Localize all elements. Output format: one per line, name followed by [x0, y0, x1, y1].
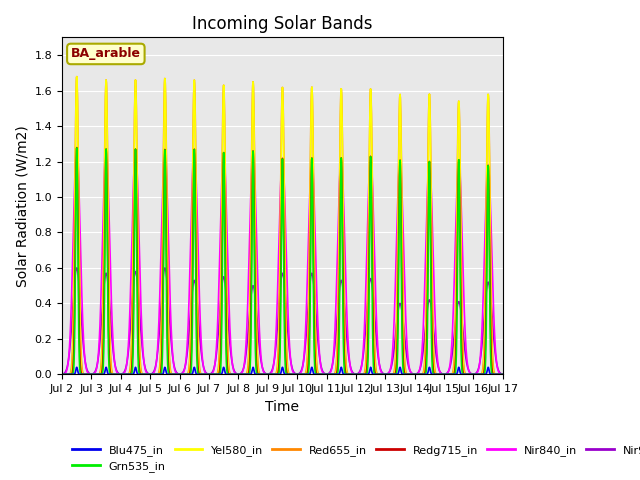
- Grn535_in: [81, 372, 88, 377]
- Red655_in: [273, 369, 280, 374]
- Yel580_in: [73, 74, 81, 80]
- Redg715_in: [486, 288, 494, 293]
- Line: Grn535_in: Grn535_in: [62, 148, 503, 374]
- Nir840_in: [73, 144, 81, 150]
- Nir840_in: [261, 371, 269, 376]
- Line: Yel580_in: Yel580_in: [62, 77, 503, 374]
- Redg715_in: [486, 304, 494, 310]
- Red655_in: [73, 74, 81, 80]
- Grn535_in: [58, 372, 66, 377]
- Nir945_in: [58, 372, 66, 377]
- Nir945_in: [486, 288, 494, 294]
- Y-axis label: Solar Radiation (W/m2): Solar Radiation (W/m2): [15, 125, 29, 287]
- Nir945_in: [406, 366, 413, 372]
- Nir840_in: [486, 197, 494, 203]
- Nir945_in: [261, 370, 269, 376]
- Red655_in: [486, 220, 494, 226]
- Blu475_in: [499, 372, 507, 377]
- Line: Red655_in: Red655_in: [62, 77, 503, 374]
- Nir945_in: [486, 291, 494, 297]
- Grn535_in: [499, 372, 507, 377]
- Redg715_in: [499, 372, 507, 377]
- Line: Blu475_in: Blu475_in: [62, 367, 503, 374]
- Red655_in: [58, 372, 66, 377]
- Redg715_in: [406, 372, 413, 377]
- Blu475_in: [81, 372, 88, 377]
- Title: Incoming Solar Bands: Incoming Solar Bands: [192, 15, 372, 33]
- Line: Nir840_in: Nir840_in: [62, 147, 503, 374]
- Grn535_in: [261, 372, 269, 377]
- Line: Redg715_in: Redg715_in: [62, 148, 503, 374]
- Blu475_in: [337, 364, 345, 370]
- Blu475_in: [406, 372, 413, 377]
- Redg715_in: [273, 372, 280, 377]
- Yel580_in: [486, 242, 494, 248]
- Redg715_in: [81, 372, 88, 377]
- Redg715_in: [261, 372, 269, 377]
- Red655_in: [261, 372, 269, 377]
- Blu475_in: [486, 371, 494, 377]
- Red655_in: [499, 372, 507, 377]
- Nir840_in: [406, 365, 413, 371]
- Yel580_in: [486, 221, 494, 227]
- Text: BA_arable: BA_arable: [71, 48, 141, 60]
- Nir945_in: [499, 372, 507, 377]
- Grn535_in: [486, 323, 494, 328]
- Blu475_in: [273, 372, 280, 377]
- Nir945_in: [81, 356, 88, 361]
- Yel580_in: [261, 372, 269, 377]
- Yel580_in: [273, 371, 280, 376]
- Blu475_in: [486, 371, 494, 377]
- Grn535_in: [406, 372, 413, 377]
- Redg715_in: [58, 372, 66, 377]
- Nir840_in: [499, 372, 507, 377]
- Red655_in: [81, 372, 88, 377]
- Legend: Blu475_in, Grn535_in, Yel580_in, Red655_in, Redg715_in, Nir840_in, Nir945_in: Blu475_in, Grn535_in, Yel580_in, Red655_…: [68, 441, 640, 477]
- Nir945_in: [73, 265, 81, 271]
- Nir945_in: [273, 335, 280, 340]
- Nir840_in: [81, 354, 88, 360]
- Yel580_in: [499, 372, 507, 377]
- Yel580_in: [81, 372, 88, 377]
- Blu475_in: [58, 372, 66, 377]
- Redg715_in: [73, 145, 81, 151]
- Grn535_in: [273, 372, 280, 377]
- Nir840_in: [58, 372, 66, 377]
- Line: Nir945_in: Nir945_in: [62, 268, 503, 374]
- Blu475_in: [261, 372, 269, 377]
- Red655_in: [486, 201, 494, 207]
- Nir840_in: [273, 317, 280, 323]
- Grn535_in: [486, 337, 494, 343]
- X-axis label: Time: Time: [266, 400, 300, 414]
- Yel580_in: [58, 372, 66, 377]
- Grn535_in: [73, 145, 81, 151]
- Red655_in: [406, 372, 413, 377]
- Nir840_in: [486, 191, 494, 196]
- Yel580_in: [406, 372, 413, 377]
